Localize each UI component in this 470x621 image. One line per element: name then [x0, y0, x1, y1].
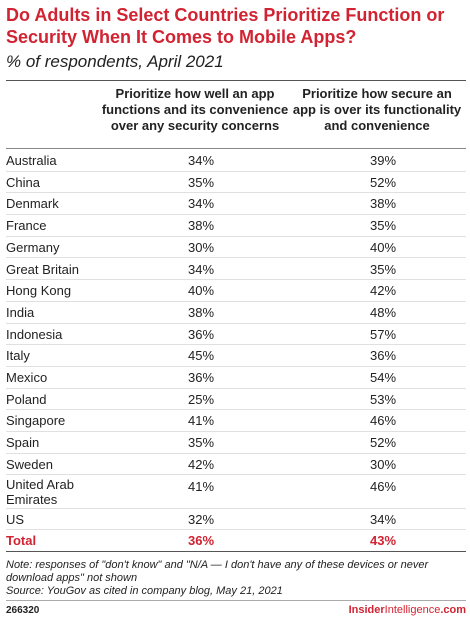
security-value-cell: 53%	[369, 391, 397, 407]
total-label-cell: Total	[6, 533, 37, 549]
security-value-cell: 46%	[369, 413, 397, 429]
function-value-cell: 34%	[187, 261, 215, 277]
security-value-cell: 35%	[369, 261, 397, 277]
country-cell: Denmark	[6, 196, 59, 212]
security-value-cell: 42%	[369, 283, 397, 299]
country-cell: Germany	[6, 239, 60, 255]
country-cell: US	[6, 511, 25, 527]
column-header-security: Prioritize how secure an app is over its…	[292, 86, 462, 133]
function-value-cell: 36%	[187, 326, 215, 342]
country-cell: Sweden	[6, 456, 53, 472]
table-header-divider	[6, 148, 466, 149]
country-cell: Italy	[6, 348, 30, 364]
total-security-cell: 43%	[369, 533, 397, 549]
security-value-cell: 39%	[369, 153, 397, 168]
country-cell: Poland	[6, 391, 47, 407]
country-cell: Spain	[6, 435, 40, 451]
source-text: Source: YouGov as cited in company blog,…	[6, 585, 283, 597]
security-value-cell: 52%	[369, 174, 397, 190]
notes-block: Note: responses of "don't know" and "N/A…	[6, 559, 466, 598]
security-value-cell: 57%	[369, 326, 397, 342]
function-value-cell: 41%	[187, 478, 215, 494]
table-row: Italy 45% 36%	[6, 344, 466, 367]
security-value-cell: 38%	[369, 196, 397, 212]
table-row: India 38% 48%	[6, 301, 466, 324]
security-value-cell: 46%	[369, 478, 397, 494]
function-value-cell: 25%	[187, 391, 215, 407]
table-row: Germany 30% 40%	[6, 236, 466, 259]
security-value-cell: 48%	[369, 304, 397, 320]
function-value-cell: 38%	[187, 304, 215, 320]
function-value-cell: 35%	[187, 435, 215, 451]
table-row: Spain 35% 52%	[6, 431, 466, 454]
function-value-cell: 32%	[187, 511, 215, 527]
function-value-cell: 38%	[187, 218, 215, 234]
country-cell: Singapore	[6, 413, 66, 429]
function-value-cell: 30%	[187, 239, 215, 255]
note-text: Note: responses of "don't know" and "N/A…	[6, 559, 429, 584]
function-value-cell: 36%	[187, 370, 215, 385]
chart-subtitle: % of respondents, April 2021	[6, 52, 224, 71]
function-value-cell: 35%	[187, 174, 215, 190]
function-value-cell: 45%	[187, 348, 215, 364]
brand-name-light: Intelligence	[384, 604, 441, 616]
table-row: Singapore 41% 46%	[6, 409, 466, 433]
table-row: Indonesia 36% 57%	[6, 323, 466, 346]
table-row: China 35% 52%	[6, 171, 466, 194]
table-row: United Arab Emirates 41% 46%	[6, 475, 466, 509]
country-cell: Hong Kong	[6, 283, 72, 299]
country-cell: France	[6, 218, 47, 234]
table-row: Denmark 34% 38%	[6, 192, 466, 216]
footer-divider	[6, 600, 466, 601]
total-row: Total 36% 43%	[6, 529, 466, 552]
security-value-cell: 52%	[369, 435, 397, 451]
country-cell: United Arab Emirates	[6, 476, 74, 507]
chart-id: 266320	[6, 605, 40, 616]
country-cell: Australia	[6, 153, 57, 168]
header-divider	[6, 80, 466, 81]
function-value-cell: 34%	[187, 196, 215, 212]
brand-name-bold: Insider	[348, 604, 385, 616]
function-value-cell: 40%	[187, 283, 215, 299]
country-cell: India	[6, 304, 35, 320]
function-value-cell: 42%	[187, 456, 215, 472]
security-value-cell: 30%	[369, 456, 397, 472]
table-row: Hong Kong 40% 42%	[6, 279, 466, 302]
country-cell: Indonesia	[6, 326, 63, 342]
table-row: Great Britain 34% 35%	[6, 258, 466, 281]
table-row: Poland 25% 53%	[6, 388, 466, 411]
table-row: Mexico 36% 54%	[6, 366, 466, 389]
function-value-cell: 41%	[187, 413, 215, 429]
column-header-function: Prioritize how well an app functions and…	[101, 86, 289, 133]
security-value-cell: 35%	[369, 218, 397, 234]
security-value-cell: 54%	[369, 370, 397, 385]
country-cell: Great Britain	[6, 261, 79, 277]
brand-suffix: .com	[440, 604, 466, 616]
security-value-cell: 34%	[369, 511, 397, 527]
total-function-cell: 36%	[187, 533, 215, 549]
function-value-cell: 34%	[187, 153, 215, 168]
brand-logo: InsiderIntelligence.com	[349, 604, 466, 616]
table-row: US 32% 34%	[6, 508, 466, 531]
chart-title: Do Adults in Select Countries Prioritize…	[6, 5, 445, 47]
country-cell: Mexico	[6, 370, 48, 385]
table-row: Sweden 42% 30%	[6, 453, 466, 476]
security-value-cell: 40%	[369, 239, 397, 255]
security-value-cell: 36%	[369, 348, 397, 364]
table-row: Australia 34% 39%	[6, 149, 466, 172]
country-cell: China	[6, 174, 40, 190]
table-row: France 38% 35%	[6, 214, 466, 237]
